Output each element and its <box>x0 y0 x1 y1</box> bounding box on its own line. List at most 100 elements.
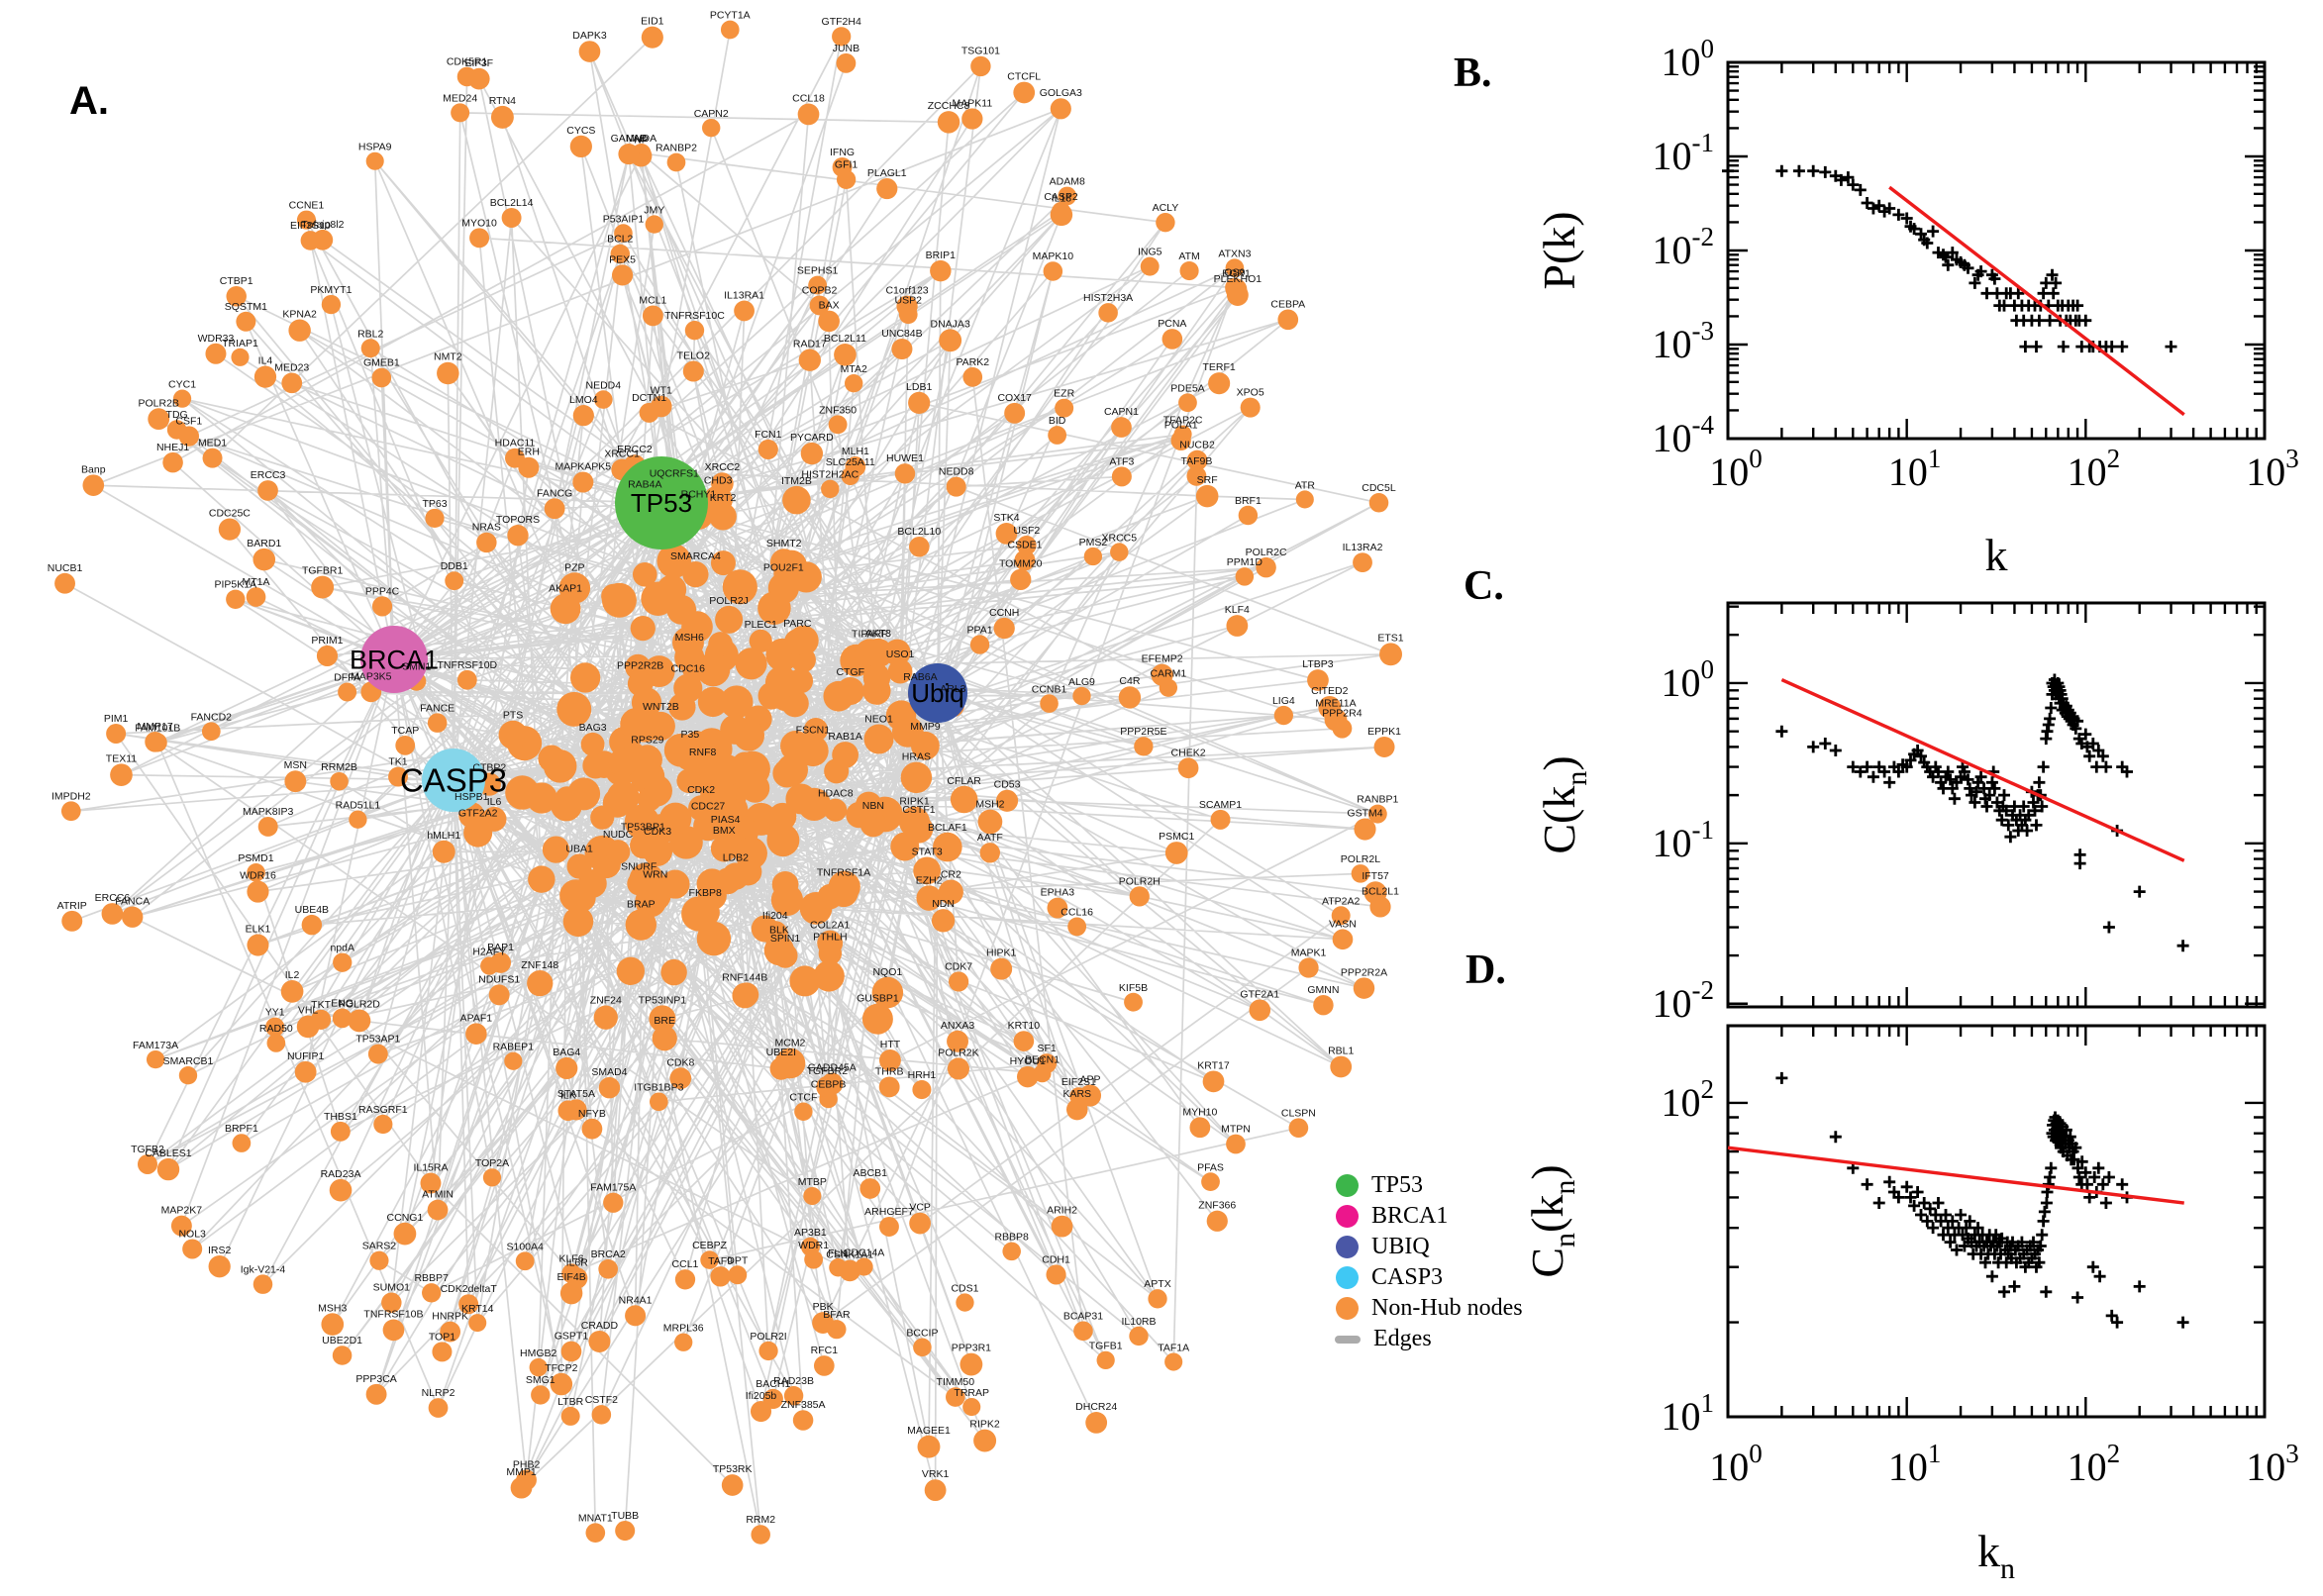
network-node <box>700 1250 719 1269</box>
network-node <box>332 1346 353 1365</box>
node-label: RANBP1 <box>1357 794 1398 806</box>
node-label: MAPK11 <box>953 97 993 109</box>
node-label: MAP3K5 <box>351 670 392 682</box>
network-node <box>226 286 247 307</box>
network-node <box>504 1051 523 1070</box>
node-label: ERCC2 <box>617 444 653 455</box>
network-node <box>1298 957 1319 978</box>
node-label: BMX <box>713 825 736 837</box>
network-node <box>674 1333 693 1351</box>
node-label: PZP <box>564 561 584 573</box>
node-label: PCYT1A <box>710 10 751 22</box>
node-label: ZNF148 <box>521 959 558 971</box>
node-label: MYH10 <box>1182 1106 1217 1118</box>
node-label: KIF5B <box>1119 982 1148 994</box>
network-node <box>632 561 657 587</box>
node-label: MTBP <box>798 1176 827 1188</box>
network-node <box>1085 1411 1108 1434</box>
network-node <box>1111 417 1132 438</box>
node-label: KRT17 <box>1197 1059 1230 1071</box>
node-label: POLR2D <box>339 999 380 1011</box>
network-node <box>321 1313 345 1336</box>
node-label: IFT57 <box>1362 870 1389 882</box>
node-label: RAD50 <box>259 1023 293 1035</box>
network-node <box>764 665 798 699</box>
network-node <box>516 1469 537 1491</box>
network-node <box>771 871 799 898</box>
node-label: ARHGEF7 <box>864 1206 914 1218</box>
node-label: NEO1 <box>864 714 893 726</box>
network-node <box>937 111 960 134</box>
node-label: NUDC <box>603 829 634 841</box>
node-label: RFC1 <box>811 1345 839 1356</box>
network-node <box>1206 1210 1228 1232</box>
network-node <box>641 581 675 616</box>
node-label: LIG4 <box>1272 695 1295 707</box>
network-node <box>1129 1326 1149 1347</box>
svg-text:101: 101 <box>1662 1388 1715 1439</box>
node-label: SMG1 <box>526 1374 556 1386</box>
node-swatch-icon <box>1336 1205 1359 1228</box>
network-node <box>1256 556 1276 578</box>
node-label: KRT10 <box>1008 1020 1041 1032</box>
node-label: XRCC2 <box>705 461 741 473</box>
node-label: RBL2 <box>357 328 383 340</box>
network-node <box>518 456 540 478</box>
network-node <box>247 863 265 882</box>
node-label: HDAC8 <box>818 788 854 800</box>
node-label: CSTF1 <box>902 804 935 816</box>
panel-d-label: D. <box>1465 948 1506 993</box>
node-label: ZNF366 <box>1198 1200 1236 1212</box>
network-node <box>615 1521 636 1542</box>
node-label: SEPHS1 <box>797 265 839 277</box>
node-label: RPS29 <box>631 734 663 746</box>
node-label: npdA <box>330 943 354 954</box>
legend-item-casp3: CASP3 <box>1336 1262 1523 1293</box>
node-label: EIF2S1 <box>1061 1076 1096 1088</box>
network-node <box>162 451 183 473</box>
network-node <box>962 367 983 387</box>
network-node <box>821 479 840 499</box>
node-label: CHD3 <box>704 474 733 486</box>
network-node <box>1013 1031 1035 1051</box>
network-node <box>630 615 656 642</box>
network-node <box>836 52 857 73</box>
network-node <box>995 789 1019 812</box>
legend-item-brca1: BRCA1 <box>1336 1201 1523 1232</box>
network-node <box>559 879 592 912</box>
network-node <box>735 648 767 680</box>
node-label: PCNA <box>1158 318 1186 330</box>
node-label: STK4 <box>993 512 1019 524</box>
node-label: IL15RA <box>413 1162 448 1174</box>
node-label: VRK1 <box>922 1468 950 1480</box>
node-label: PARC <box>783 618 812 630</box>
network-node <box>711 754 743 786</box>
node-label: WDR33 <box>198 333 235 345</box>
node-label: UNC84B <box>881 328 922 340</box>
node-label: ACLY <box>1153 202 1179 214</box>
node-label: GTF2H4 <box>822 16 861 28</box>
node-label: ZNF350 <box>819 404 857 416</box>
svg-text:102: 102 <box>1662 1074 1715 1125</box>
network-node <box>432 1342 453 1362</box>
network-node <box>588 1330 611 1352</box>
node-label: TAF1A <box>1158 1342 1189 1353</box>
network-node <box>990 957 1013 980</box>
network-node <box>610 244 631 264</box>
node-label: WRN <box>643 869 667 881</box>
network-node <box>789 965 821 997</box>
node-label: HRH1 <box>908 1069 937 1081</box>
network-node <box>605 840 631 864</box>
node-label: P35 <box>680 729 699 741</box>
node-label: SCAMP1 <box>1199 799 1242 811</box>
network-node <box>330 771 349 791</box>
node-label: MSH6 <box>675 632 704 644</box>
network-node <box>766 824 800 857</box>
node-label: CTCFL <box>1007 71 1041 83</box>
node-label: NDUFS1 <box>478 973 520 985</box>
network-node <box>824 798 848 822</box>
node-label: TAF9B <box>1180 455 1212 467</box>
node-label: NLRP2 <box>422 1387 455 1399</box>
node-label: BCL2L1 <box>1362 885 1399 897</box>
node-label: LMO4 <box>569 394 598 406</box>
